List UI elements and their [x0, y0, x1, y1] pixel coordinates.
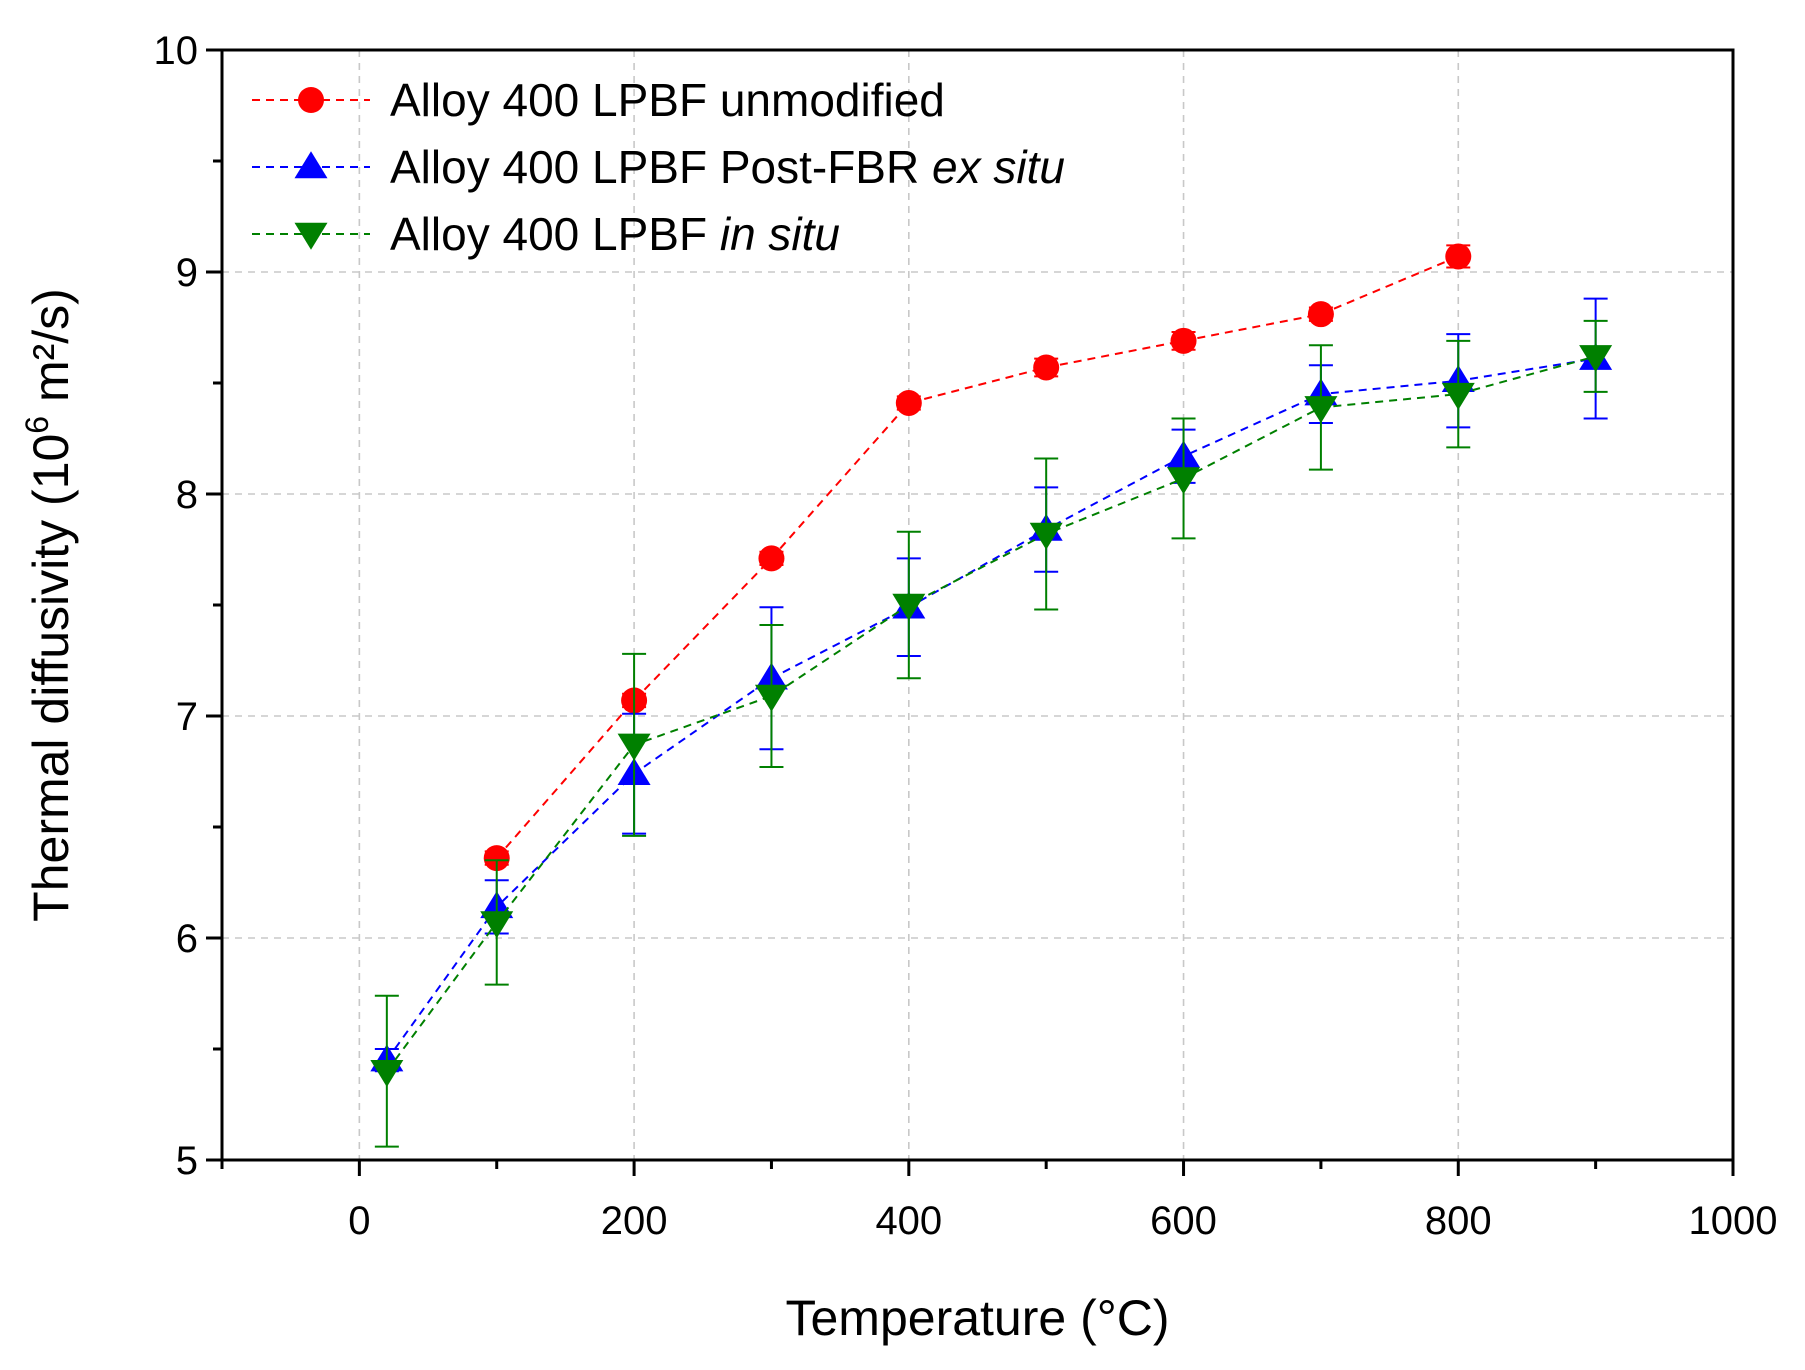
data-point-in-situ	[1029, 522, 1063, 550]
data-point-in-situ	[1167, 467, 1201, 495]
y-tick-label: 7	[176, 695, 198, 739]
y-tick-label: 8	[176, 473, 198, 517]
y-axis-label-suffix: m²/s)	[23, 288, 79, 416]
data-point-unmodified	[1307, 301, 1334, 328]
y-axis-label-prefix: Thermal diffusivity (10	[23, 434, 79, 922]
grid-layer	[222, 50, 1733, 1160]
tick-layer	[206, 48, 1735, 1176]
data-point-in-situ	[1441, 382, 1475, 410]
x-tick-label: 1000	[1689, 1199, 1778, 1243]
y-tick-label: 5	[176, 1139, 198, 1183]
legend-label-text: Alloy 400 LPBF unmodified	[390, 74, 945, 126]
legend-label: Alloy 400 LPBF in situ	[390, 208, 840, 260]
legend-label-italic: in situ	[720, 208, 840, 260]
data-point-unmodified	[1445, 243, 1472, 270]
series-post-fbr-ex-situ	[370, 297, 1613, 1073]
legend-entry-in-situ: Alloy 400 LPBF in situ	[252, 208, 840, 260]
x-tick-label: 0	[348, 1199, 370, 1243]
x-tick-label: 800	[1425, 1199, 1492, 1243]
data-point-unmodified	[1033, 354, 1060, 381]
legend-label-text: Alloy 400 LPBF Post-FBR	[390, 141, 932, 193]
y-axis-label-superscript: 6	[19, 416, 55, 434]
legend-label: Alloy 400 LPBF unmodified	[390, 74, 945, 126]
data-point-in-situ	[1579, 345, 1613, 373]
legend-label-text: Alloy 400 LPBF	[390, 208, 720, 260]
label-layer: 0 200 400 600 800 1000 5 6 7 8 9 10 Temperature (°C)…	[19, 29, 1777, 1346]
x-tick-label: 200	[601, 1199, 668, 1243]
y-axis-label: Thermal diffusivity (106 m²/s)	[19, 288, 79, 922]
legend-marker	[298, 87, 324, 113]
series-line-unmodified	[495, 255, 1459, 859]
legend: Alloy 400 LPBF unmodified Alloy 400 LPBF …	[252, 74, 1065, 260]
series-line-in-situ	[386, 355, 1596, 1072]
data-point-in-situ	[892, 593, 926, 621]
legend-marker	[294, 151, 328, 179]
data-point-in-situ	[370, 1059, 404, 1087]
legend-marker	[294, 222, 328, 250]
series-in-situ	[370, 319, 1613, 1148]
legend-entry-post-fbr-ex-situ: Alloy 400 LPBF Post-FBR ex situ	[252, 141, 1065, 193]
data-point-unmodified	[1170, 327, 1197, 354]
y-tick-label: 10	[154, 29, 199, 73]
data-point-in-situ	[754, 684, 788, 712]
series-line-post-fbr-ex-situ	[386, 357, 1596, 1061]
legend-label-italic: ex situ	[932, 141, 1065, 193]
y-tick-label: 9	[176, 251, 198, 295]
data-point-unmodified	[483, 845, 510, 872]
data-point-unmodified	[895, 389, 922, 416]
legend-label: Alloy 400 LPBF Post-FBR ex situ	[390, 141, 1065, 193]
data-point-in-situ	[480, 911, 514, 939]
data-point-in-situ	[617, 733, 651, 761]
x-tick-label: 600	[1150, 1199, 1217, 1243]
x-tick-label: 400	[875, 1199, 942, 1243]
y-tick-label: 6	[176, 917, 198, 961]
x-axis-label: Temperature (°C)	[786, 1290, 1170, 1346]
legend-entry-unmodified: Alloy 400 LPBF unmodified	[252, 74, 945, 126]
series-layer	[370, 243, 1613, 1148]
data-point-in-situ	[1304, 396, 1338, 424]
data-point-unmodified	[758, 545, 785, 572]
